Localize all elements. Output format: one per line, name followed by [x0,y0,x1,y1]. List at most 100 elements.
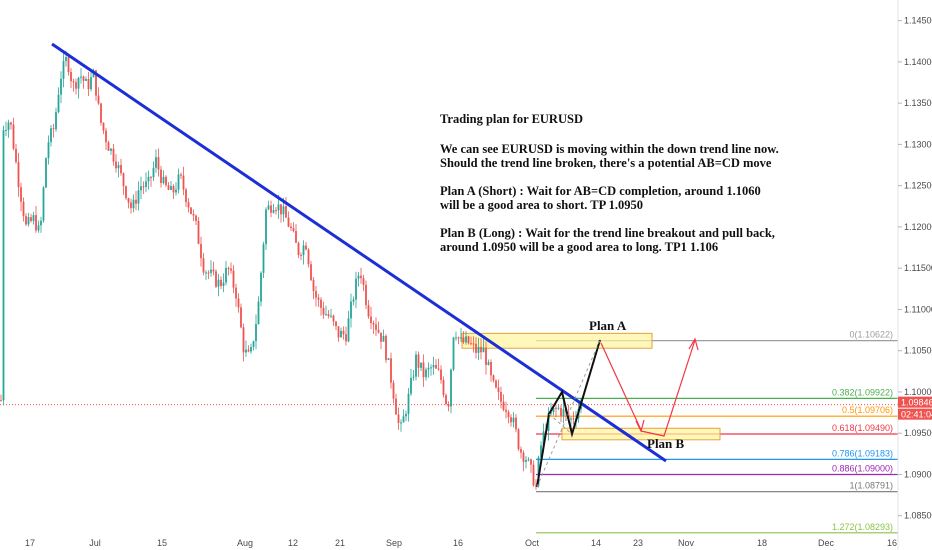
candle-body [395,398,397,415]
candle-body [297,242,300,255]
x-tick-label: 18 [757,538,767,548]
candle-body [2,130,5,401]
candle-body [245,349,247,353]
candle-body [560,407,562,416]
candle-body [540,445,542,458]
fib-level-label: 0.886(1.09000) [832,463,893,473]
candle-body [122,173,125,187]
candle-body [307,249,310,265]
current-price-tag [898,396,932,408]
y-tick-label: 1.14000 [904,57,932,67]
candle-body [572,418,575,420]
candle-body [502,401,505,410]
candle-body [187,202,190,208]
candle-body [535,485,537,487]
candle-body [72,81,75,83]
countdown-tag [898,408,932,420]
down-trend-line [51,42,667,463]
candle-body [10,122,12,125]
candle-body [117,165,120,169]
candle-body [432,365,435,368]
candle-body [310,264,312,281]
x-tick-label: Nov [678,538,695,548]
candle-body [452,337,455,370]
candle-body [167,185,170,190]
x-tick-label: 15 [157,538,167,548]
candle-body [250,346,252,352]
candle-body [552,407,555,413]
candle-body [12,124,15,149]
plan-note-line: around 1.0950 will be a good area to lon… [440,240,718,254]
candle-body [542,431,545,446]
candle-body [192,213,195,216]
candle-body [115,161,117,169]
candle-body [380,332,382,342]
candle-body [397,414,400,423]
candle-body [415,354,417,377]
candle-body [182,175,185,190]
candle-body [505,409,507,412]
candle-body [150,176,152,178]
candle-body [472,343,475,345]
candle-body [177,174,180,190]
plan-a-label: Plan A [589,318,627,333]
annotations: Plan A Plan B Trading plan for EURUSD We ca… [440,112,779,451]
candle-body [17,162,20,188]
candle-body [207,272,210,274]
candle-body [450,369,452,407]
candle-body [67,57,70,73]
y-tick-label: 1.08500 [904,511,932,521]
candle-body [15,148,17,163]
candle-body [455,337,457,339]
y-tick-label: 1.14500 [904,16,932,26]
candle-body [210,269,212,273]
candle-body [242,327,245,353]
candle-body [262,244,265,273]
candle-body [537,457,540,486]
candle-body [165,176,167,186]
candle-body [442,380,445,396]
candle-body [237,298,240,308]
candle-body [555,407,557,409]
candle-body [420,362,422,368]
plan-note-line: We can see EURUSD is moving within the d… [440,142,779,156]
candle-body [425,369,427,378]
candle-body [235,287,237,299]
plan-note-line: Plan B (Long) : Wait for the trend line … [440,226,775,240]
candle-body [445,395,447,405]
candle-body [37,225,40,231]
candle-body [520,449,522,453]
candle-body [320,299,322,308]
candle-body [465,336,467,343]
candle-body [217,279,220,287]
x-tick-label: Jul [89,538,101,548]
candle-body [77,77,80,89]
candle-body [62,61,65,79]
candle-body [427,367,430,370]
candle-body [515,417,517,430]
candle-body [75,82,77,89]
candle-body [345,334,347,342]
candle-body [510,417,512,423]
candle-body [255,324,257,342]
x-tick-label: 14 [591,538,601,548]
plan-b-zone [561,427,721,441]
candle-body [110,148,112,151]
candle-body [317,297,320,300]
x-tick-label: Oct [525,538,540,548]
candle-body [152,167,155,178]
candle-body [132,199,135,209]
x-tick-label: 16 [453,538,463,548]
candle-body [90,77,92,90]
y-tick-label: 1.13000 [904,139,932,149]
candle-body [197,220,200,244]
candle-body [387,358,390,360]
candle-body [30,217,32,222]
x-tick-label: Aug [237,538,253,548]
candle-body [350,301,352,319]
candle-body [532,464,535,486]
candle-body [22,201,25,217]
candle-body [550,412,552,414]
candle-body [460,337,462,339]
plan-b-label: Plan B [647,436,685,451]
